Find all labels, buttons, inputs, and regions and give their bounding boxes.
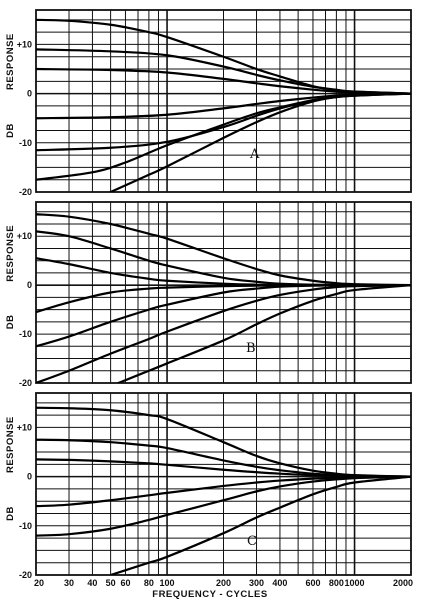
x-axis-title: FREQUENCY - CYCLES bbox=[152, 589, 267, 600]
x-tick-label: 100 bbox=[160, 578, 175, 588]
plot-frame bbox=[35, 9, 412, 193]
x-tick-label: 60 bbox=[120, 578, 130, 588]
series-group bbox=[36, 406, 411, 575]
plot-frame bbox=[35, 392, 412, 576]
y-tick-label: +10 bbox=[17, 231, 32, 241]
chart-panel-b: +10 0 -10 -20 RESPONSE DB B bbox=[5, 201, 412, 388]
chart-panels: +10 0 -10 -20 RESPONSE DB A +10 0 -10 -20 RESPONSE D… bbox=[5, 9, 413, 600]
series-line-3 bbox=[36, 67, 411, 95]
y-axis-title-db: DB bbox=[5, 506, 16, 521]
x-tick-label: 30 bbox=[64, 578, 74, 588]
y-axis-title-db: DB bbox=[5, 123, 16, 138]
x-tick-label: 400 bbox=[272, 578, 287, 588]
x-tick-label: 2000 bbox=[393, 578, 413, 588]
y-axis-title-db: DB bbox=[5, 314, 16, 329]
x-tick-label: 600 bbox=[305, 578, 320, 588]
panel-label: A bbox=[249, 147, 260, 162]
vertical-gridlines bbox=[35, 10, 412, 192]
y-tick-label: 0 bbox=[27, 472, 32, 482]
y-tick-label: +10 bbox=[17, 422, 32, 432]
series-line-6 bbox=[109, 475, 411, 575]
series-line-1 bbox=[36, 406, 411, 478]
series-group bbox=[36, 18, 411, 192]
series-line-6 bbox=[36, 284, 411, 383]
x-tick-label: 40 bbox=[87, 578, 97, 588]
series-group bbox=[36, 213, 411, 383]
x-tick-label: 800 bbox=[329, 578, 344, 588]
series-line-4 bbox=[36, 475, 411, 508]
chart-panel-c: +10 0 -10 -20 RESPONSE DB C 20 30 40 50 60 80 100 200 3… bbox=[5, 392, 413, 600]
y-tick-label: -10 bbox=[19, 329, 32, 339]
y-tick-label: 0 bbox=[27, 89, 32, 99]
y-tick-label: +10 bbox=[17, 39, 32, 49]
x-tick-label: 80 bbox=[144, 578, 154, 588]
y-tick-label: -20 bbox=[19, 187, 32, 197]
panel-label: C bbox=[247, 534, 257, 549]
y-axis-title-response: RESPONSE bbox=[5, 33, 16, 90]
series-line-2 bbox=[36, 48, 411, 95]
y-axis-title-response: RESPONSE bbox=[5, 416, 16, 473]
series-line-5 bbox=[36, 475, 411, 537]
x-tick-label: 1000 bbox=[345, 578, 365, 588]
y-tick-label: -10 bbox=[19, 521, 32, 531]
chart-panel-a: +10 0 -10 -20 RESPONSE DB A bbox=[5, 9, 412, 197]
vertical-gridlines bbox=[35, 393, 412, 575]
y-tick-label: -10 bbox=[19, 138, 32, 148]
y-axis-title-response: RESPONSE bbox=[5, 225, 16, 282]
plot-frame bbox=[35, 201, 412, 384]
y-tick-label: -20 bbox=[19, 378, 32, 388]
x-tick-label: 200 bbox=[216, 578, 231, 588]
series-line-2 bbox=[36, 438, 411, 478]
series-line-5 bbox=[36, 284, 411, 348]
panel-label: B bbox=[246, 341, 256, 356]
x-tick-label: 300 bbox=[249, 578, 264, 588]
y-tick-label: 0 bbox=[27, 280, 32, 290]
y-tick-label: -20 bbox=[19, 570, 32, 580]
series-line-7 bbox=[109, 92, 411, 192]
series-line-7 bbox=[117, 284, 411, 383]
series-line-3 bbox=[36, 458, 411, 478]
series-line-1 bbox=[36, 213, 411, 287]
x-tick-label: 20 bbox=[34, 578, 44, 588]
x-tick-label: 50 bbox=[106, 578, 116, 588]
